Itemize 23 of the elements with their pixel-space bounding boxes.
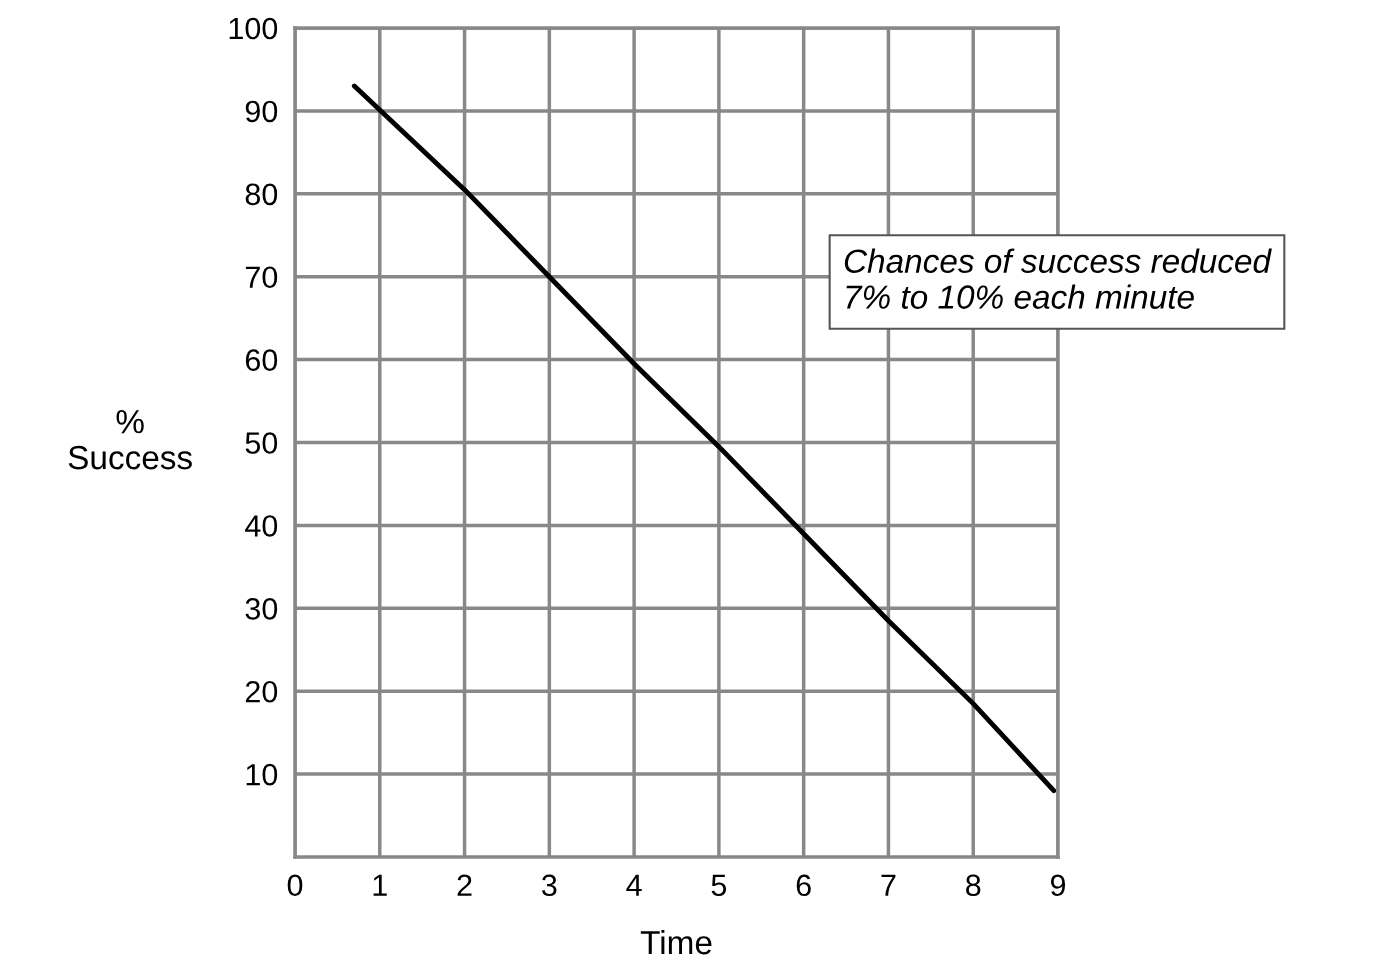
x-tick-label: 9 <box>1050 874 1066 897</box>
y-tick-label: 30 <box>245 598 278 620</box>
y-tick-label: 20 <box>245 680 278 703</box>
x-tick-label: 3 <box>542 874 557 897</box>
y-tick-label: 80 <box>245 183 278 206</box>
y-tick-label: 60 <box>245 349 278 371</box>
y-tick-label: 10 <box>246 763 278 786</box>
y-tick-label: 40 <box>245 515 278 537</box>
x-tick-label: 8 <box>966 874 981 897</box>
x-tick-label: 0 <box>287 874 303 897</box>
y-tick-label: 100 <box>229 17 278 40</box>
x-axis-title: Time <box>640 929 712 955</box>
x-tick-label: 7 <box>881 874 896 896</box>
y-tick-label: 50 <box>245 432 278 454</box>
x-tick-label: 1 <box>373 874 387 896</box>
y-axis-title: % Success <box>68 410 192 470</box>
y-tick-label: 70 <box>245 266 278 289</box>
x-tick-label: 4 <box>626 874 642 896</box>
y-tick-label: 90 <box>245 100 278 123</box>
annotation: Chances of success reduced 7% to 10% each minute <box>844 248 1272 309</box>
x-tick-label: 2 <box>457 874 472 896</box>
x-tick-label: 6 <box>796 874 811 897</box>
x-tick-label: 5 <box>711 874 727 897</box>
